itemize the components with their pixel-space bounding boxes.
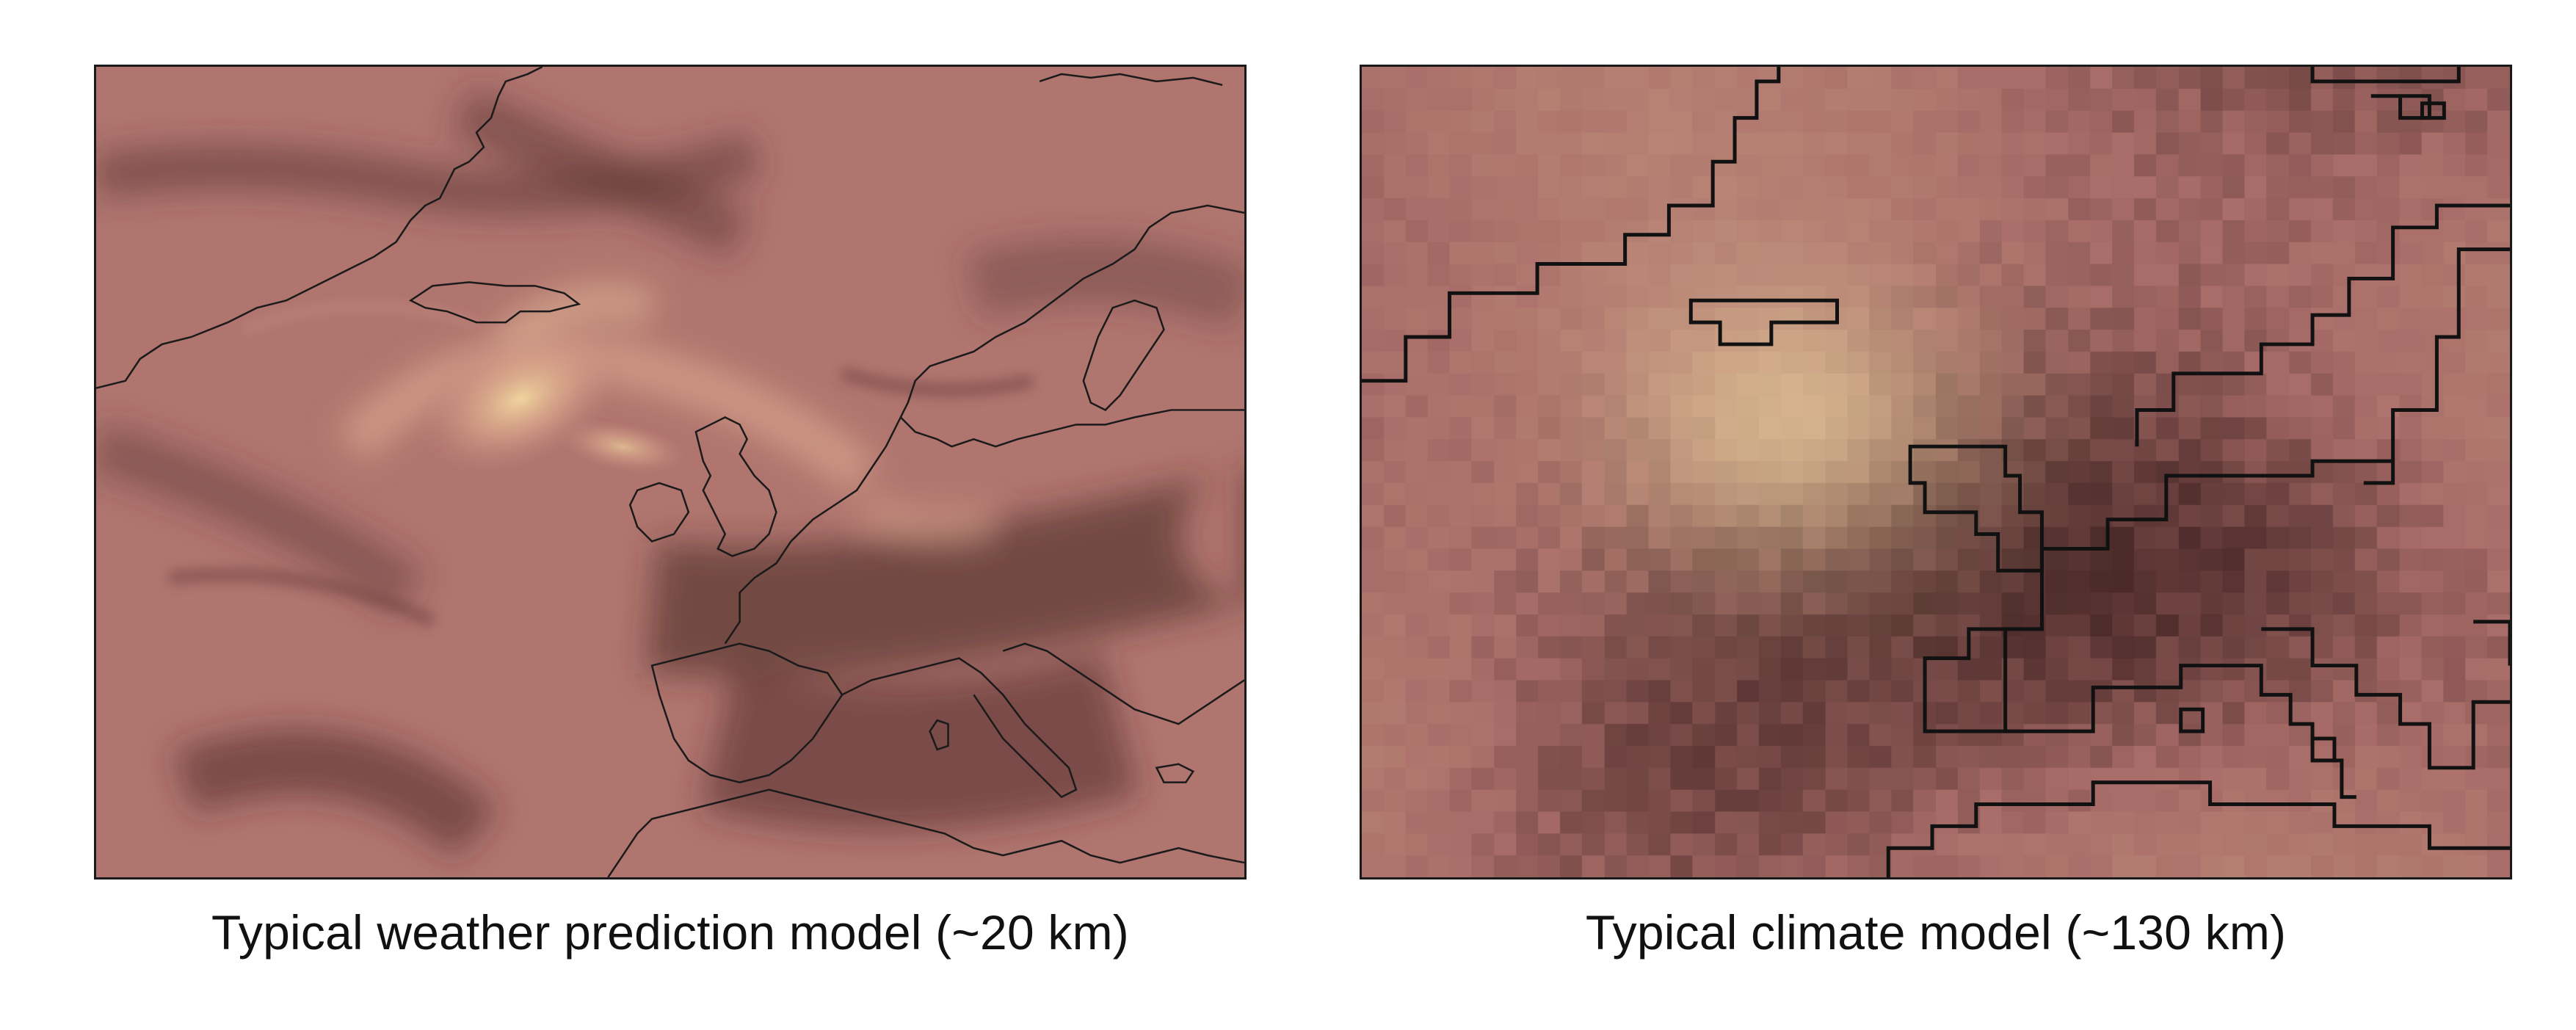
weather-model-field	[96, 67, 1244, 877]
caption-climate-model: Typical climate model (~130 km)	[1585, 905, 2287, 960]
weather-model-map	[94, 65, 1247, 880]
climate-coastlines	[1362, 67, 2510, 877]
climate-model-grid	[1362, 67, 2510, 877]
climate-model-map	[1360, 65, 2512, 880]
caption-weather-model: Typical weather prediction model (~20 km…	[211, 905, 1129, 960]
coastlines	[96, 67, 1244, 877]
